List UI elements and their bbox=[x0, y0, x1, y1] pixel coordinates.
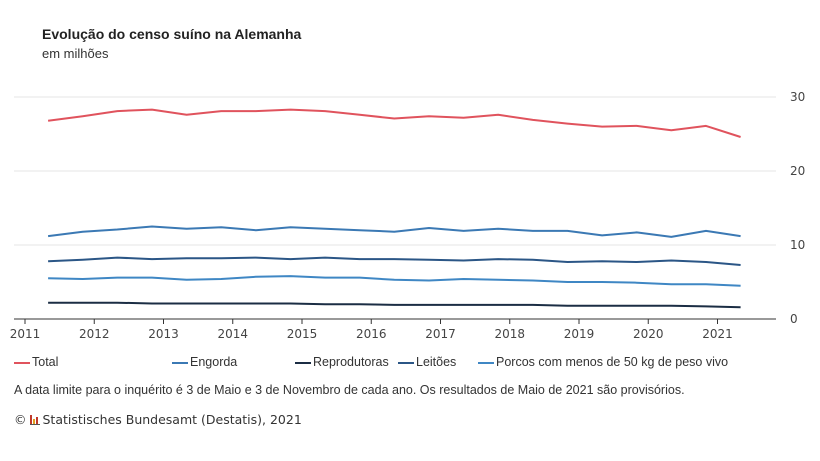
legend-item-total[interactable]: Total bbox=[14, 355, 58, 369]
y-tick-label: 10 bbox=[790, 238, 805, 252]
legend-swatch bbox=[478, 361, 494, 364]
x-tick-label: 2017 bbox=[425, 327, 456, 341]
y-tick-label: 30 bbox=[790, 90, 805, 104]
series-line-3 bbox=[48, 256, 741, 266]
legend-item-leitoes[interactable]: Leitões bbox=[398, 355, 456, 369]
legend-item-engorda[interactable]: Engorda bbox=[172, 355, 237, 369]
series-line-1 bbox=[47, 225, 741, 238]
source-text: Statistisches Bundesamt (Destatis), 2021 bbox=[42, 412, 302, 427]
destatis-logo-icon bbox=[29, 415, 40, 425]
x-tick-label: 2014 bbox=[217, 327, 248, 341]
legend-label: Porcos com menos de 50 kg de peso vivo bbox=[496, 355, 729, 369]
footnote: A data limite para o inquérito é 3 de Ma… bbox=[14, 383, 685, 397]
x-tick-label: 2019 bbox=[564, 327, 595, 341]
y-tick-label: 20 bbox=[790, 164, 805, 178]
chart-subtitle: em milhões bbox=[42, 46, 109, 61]
legend-item-porcos[interactable]: Porcos com menos de 50 kg de peso vivo bbox=[478, 355, 728, 369]
x-tick-label: 2021 bbox=[702, 327, 733, 341]
source: © Statistisches Bundesamt (Destatis), 202… bbox=[14, 412, 302, 427]
line-chart: 0 10 20 30 2011 2012 2013 2014 2015 2016 2017 2018 2… bbox=[10, 90, 806, 341]
x-tick-label: 2011 bbox=[10, 327, 41, 341]
x-tick-label: 2012 bbox=[79, 327, 110, 341]
legend-label: Reprodutoras bbox=[313, 355, 389, 369]
legend-swatch bbox=[14, 361, 30, 364]
legend-item-reprodutoras[interactable]: Reprodutoras bbox=[295, 355, 389, 369]
legend-swatch bbox=[398, 361, 414, 364]
x-tick-label: 2013 bbox=[148, 327, 179, 341]
series-line-0 bbox=[47, 108, 741, 138]
copyright-symbol: © bbox=[14, 412, 27, 427]
x-tick-label: 2018 bbox=[494, 327, 525, 341]
chart-title: Evolução do censo suíno na Alemanha bbox=[42, 26, 302, 42]
series-line-2 bbox=[48, 301, 741, 309]
x-tick-label: 2015 bbox=[287, 327, 318, 341]
legend-swatch bbox=[295, 361, 311, 364]
legend-label: Engorda bbox=[190, 355, 238, 369]
legend-label: Leitões bbox=[416, 355, 457, 369]
x-tick-label: 2020 bbox=[633, 327, 664, 341]
y-tick-label: 0 bbox=[790, 312, 798, 326]
legend-swatch bbox=[172, 361, 188, 364]
legend-label: Total bbox=[32, 355, 59, 369]
x-tick-label: 2016 bbox=[356, 327, 387, 341]
series-line-4 bbox=[48, 275, 741, 287]
